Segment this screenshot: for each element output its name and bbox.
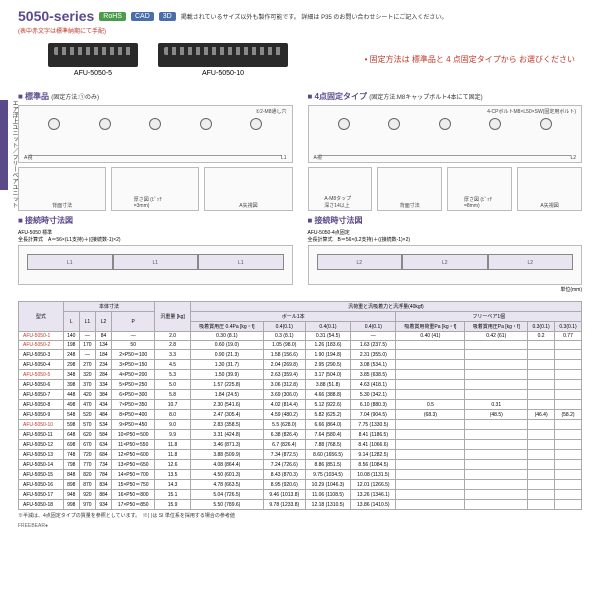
drawing-4pt-view: A矢視図 [517,167,582,211]
drawing-conn1: L1L1L1 [18,245,293,285]
section-conn2: ■ 接続時寸法図 [308,215,583,226]
table-row: AFU-5050-2198170134502.80.60 (19.0)1.05 … [19,341,582,350]
table-row: AFU-5050-53483202844×P50＝2005.31.50 (39.… [19,370,582,380]
table-row: AFU-5050-105985705349×P50＝4509.02.83 (35… [19,420,582,430]
table-row: AFU-5050-1794892088416×P50＝80015.15.04 (… [19,490,582,500]
table-row: AFU-5050-95485204848×P50＝4008.02.47 (305… [19,410,582,420]
table-row: AFU-5050-74484203846×P50＝3005.81.84 (24.… [19,390,582,400]
section-standard: ■ 標準品 (固定方法:①のみ) [18,91,293,102]
product-photo-2 [158,43,288,67]
table-row: AFU-5050-1899897093417×P50＝85015.95.50 (… [19,500,582,510]
table-row: AFU-5050-1479877073413×P50＝65012.64.08 (… [19,460,582,470]
drawing-std-view: A矢視図 [204,167,292,211]
drawing-conn2: L2L2L2 [308,245,583,285]
side-tab [0,100,8,190]
table-row: AFU-5050-1689887083415×P50＝75014.34.78 (… [19,480,582,490]
section-4pt: ■ 4点固定タイプ (固定方法:M8キャップボルト4本にて固定) [308,91,583,102]
drawing-4pt-back: 背面寸法 [377,167,442,211]
table-row: AFU-5050-3248—1842×P50＝1003.30.90 (21.3)… [19,350,582,360]
product-photo-1 [48,43,138,67]
table-note: ※半減は、4点固定タイプの質量を参照としています。 ※( )は SI 単位系を採… [18,512,582,519]
table-row: AFU-5050-1374872068412×P50＝60011.83.88 (… [19,450,582,460]
table-row: AFU-5050-1269867063411×P50＝55011.83.46 (… [19,440,582,450]
table-row: AFU-5050-42982702343×P50＝1504.51.30 (31.… [19,360,582,370]
badge-3d: 3D [159,12,176,21]
table-row: AFU-5050-1164862058410×P50＝5009.93.31 (4… [19,430,582,440]
conn2-sub: AFU-5050-4点固定 全長計算式 B＝56×(L2支持)＋((接続数-1)… [308,229,583,243]
footer: FREEBEAR● [18,523,582,529]
series-title: 5050-series [18,8,94,24]
unit-note: 単位(mm) [308,286,583,293]
badge-cad: CAD [131,12,154,21]
conn1-sub: AFU-5050 標準 全長計算式 A＝56×(L1支持)＋((接続数-1)×2… [18,229,293,243]
section-conn1: ■ 接続時寸法図 [18,215,293,226]
badge-rohs: RoHS [99,12,126,21]
table-row: AFU-5050-1140—84—2.00.30 (8.1)0.3 (8.1)0… [19,332,582,341]
drawing-std-back: 背面寸法 [18,167,106,211]
drawing-std-top: ①2-M8通し穴 A視 L1 [18,105,293,163]
drawing-4pt-tap: A-M8タップ 深さ14以上 [308,167,373,211]
photo-label-2: AFU-5050-10 [158,70,288,77]
photo-label-1: AFU-5050-5 [48,70,138,77]
drawing-4pt-thick: 厚さ図 (ﾋﾟｯﾁ=8mm) [447,167,512,211]
table-row: AFU-5050-84984704347×P50＝35010.72.30 (54… [19,400,582,410]
sub-note: (表中赤文字は標準納期にて手配) [18,26,582,35]
table-row: AFU-5050-1584882078414×P50＝70013.54.50 (… [19,470,582,480]
fixing-note: • 固定方法は 標準品と 4 点固定タイプから お選びください [365,55,575,65]
drawing-std-thick: 厚さ図 (ﾋﾟｯﾁ=3mm) [111,167,199,211]
header-note: 掲載されているサイズ以外も製作可能です。 詳細は P35 のお問い合わせシートに… [181,12,448,21]
table-row: AFU-5050-63983703345×P50＝2505.01.57 (225… [19,380,582,390]
drawing-4pt-top: 4-CPボルトM8×L50×SW(固定用ボルト) A視 L2 [308,105,583,163]
spec-table: 型式 本体寸法 汎重量 [kg] 汎荷重と汎吸着力と汎浮量(40kgf) L L… [18,301,582,510]
